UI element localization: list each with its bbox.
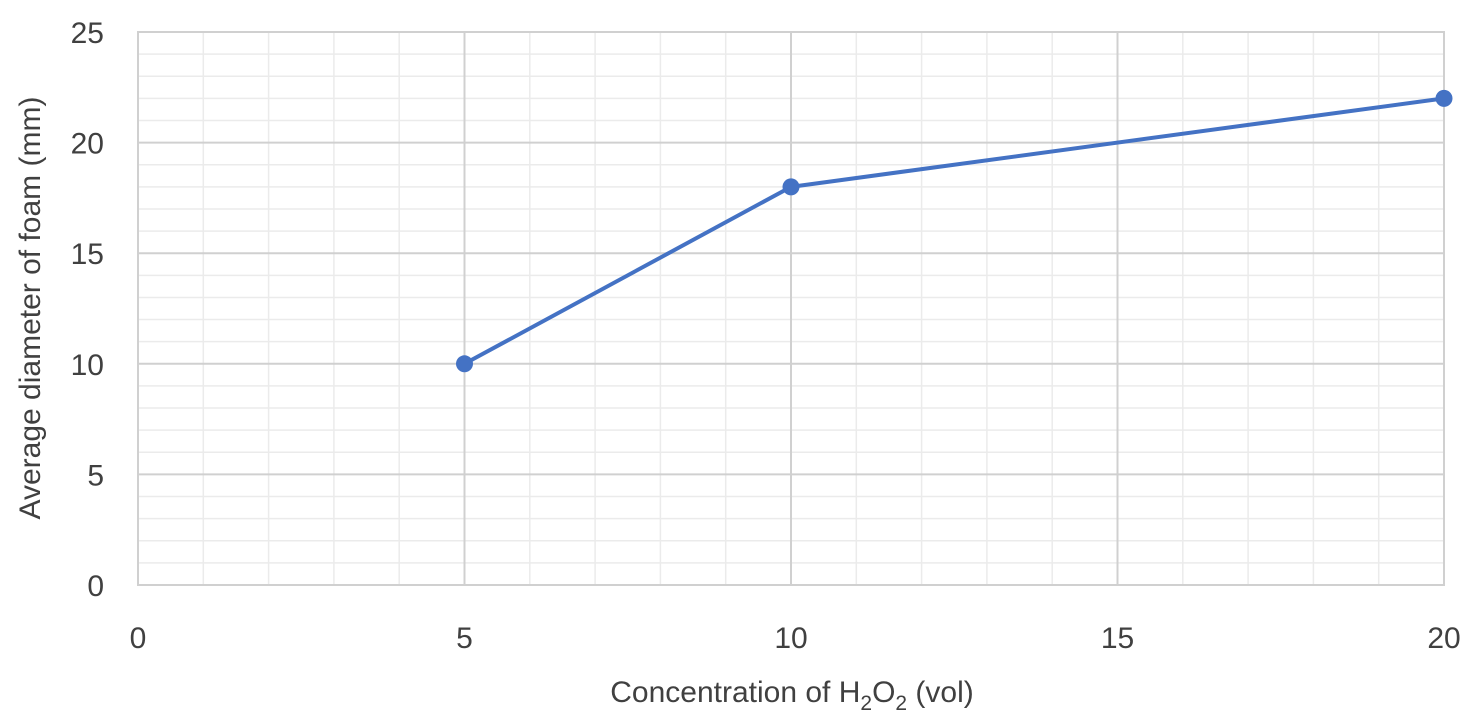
x-axis-tick-labels: 0 5 10 15 20	[130, 622, 1461, 655]
x-axis-title-subscript-2: 2	[895, 692, 907, 715]
y-axis-title: Average diameter of foam (mm)	[14, 97, 47, 520]
y-tick-label: 15	[71, 238, 104, 271]
x-axis-title-mid: O	[872, 676, 895, 709]
series-layer	[456, 89, 1453, 373]
x-axis-title-prefix: Concentration of H	[610, 676, 860, 709]
data-point-marker	[1435, 89, 1453, 107]
y-tick-label: 10	[71, 349, 104, 382]
y-tick-label: 20	[71, 128, 104, 161]
x-axis-title: Concentration of H2O2 (vol)	[610, 676, 974, 715]
plot-area-border	[137, 31, 1445, 586]
x-axis-title-subscript-1: 2	[860, 692, 872, 715]
y-tick-label: 0	[87, 570, 104, 603]
y-tick-label: 5	[87, 459, 104, 492]
data-point-marker	[456, 355, 473, 373]
x-tick-label: 20	[1427, 622, 1460, 655]
x-tick-label: 0	[130, 622, 147, 655]
plot-area-frame	[137, 31, 1445, 586]
x-axis-title-suffix: (vol)	[907, 676, 974, 709]
x-tick-label: 5	[456, 622, 473, 655]
x-tick-label: 10	[774, 622, 807, 655]
y-axis-tick-labels: 0 5 10 15 20 25	[71, 17, 104, 603]
x-tick-label: 15	[1101, 622, 1134, 655]
y-tick-label: 25	[71, 17, 104, 50]
data-point-marker	[782, 178, 800, 196]
